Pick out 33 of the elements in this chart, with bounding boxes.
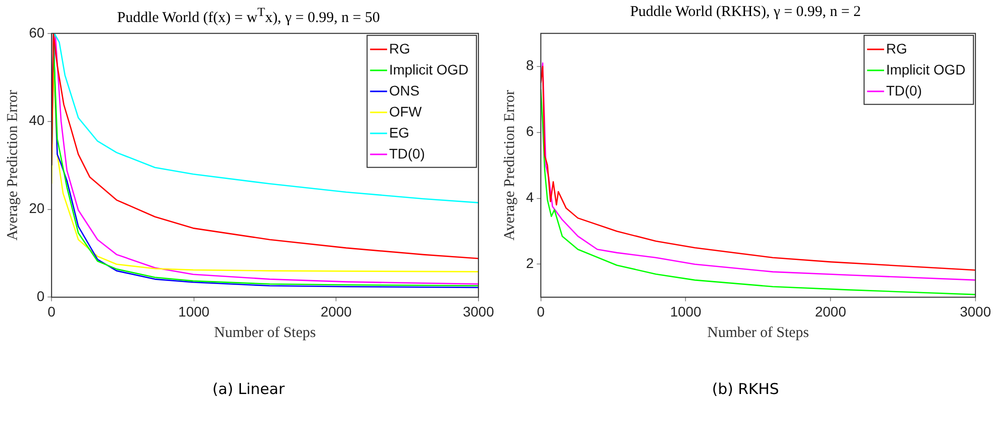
y-tick-label: 0	[36, 288, 45, 304]
text: (b) RKHS	[710, 380, 780, 398]
legend-label: RG	[389, 40, 410, 56]
y-tick-label: 2	[526, 255, 534, 272]
y-tick-label: 60	[28, 24, 45, 40]
chart-title: Puddle World (f(x) = w$^{T}$x), γ = 0.99, n = 50	[116, 4, 381, 26]
x-axis-title: Number of Steps	[707, 324, 810, 341]
text: (a) Linear	[211, 380, 286, 398]
y-tick-label: 6	[526, 123, 534, 140]
x-tick-label: 0	[48, 303, 56, 320]
legend-label: ONS	[389, 82, 420, 98]
legend-label: TD(0)	[389, 145, 425, 162]
x-tick-label: 1000	[178, 303, 210, 320]
y-axis-title: Average Prediction Error	[502, 90, 518, 241]
legend-label: RG	[886, 40, 908, 56]
x-axis-title: Number of Steps	[214, 324, 316, 341]
x-tick-label: 1000	[670, 303, 702, 320]
x-tick-label: 3000	[960, 303, 992, 320]
x-tick-label: 3000	[462, 303, 494, 320]
legend-label: EG	[389, 124, 410, 140]
y-tick-label: 20	[28, 200, 45, 216]
x-tick-label: 0	[536, 303, 545, 320]
legend-label: Implicit OGD	[886, 61, 966, 78]
legend-label: TD(0)	[886, 82, 922, 98]
y-axis-title: Average Prediction Error	[4, 90, 21, 241]
legend-label: OFW	[389, 103, 423, 120]
legend-label: Implicit OGD	[389, 61, 468, 78]
y-tick-label: 4	[526, 189, 534, 206]
x-tick-label: 2000	[320, 303, 352, 320]
chart-title: Puddle World (RKHS), γ = 0.99, n = 2	[629, 3, 862, 22]
x-tick-label: 2000	[814, 303, 846, 320]
y-tick-label: 40	[28, 112, 45, 128]
y-tick-label: 8	[526, 57, 534, 74]
